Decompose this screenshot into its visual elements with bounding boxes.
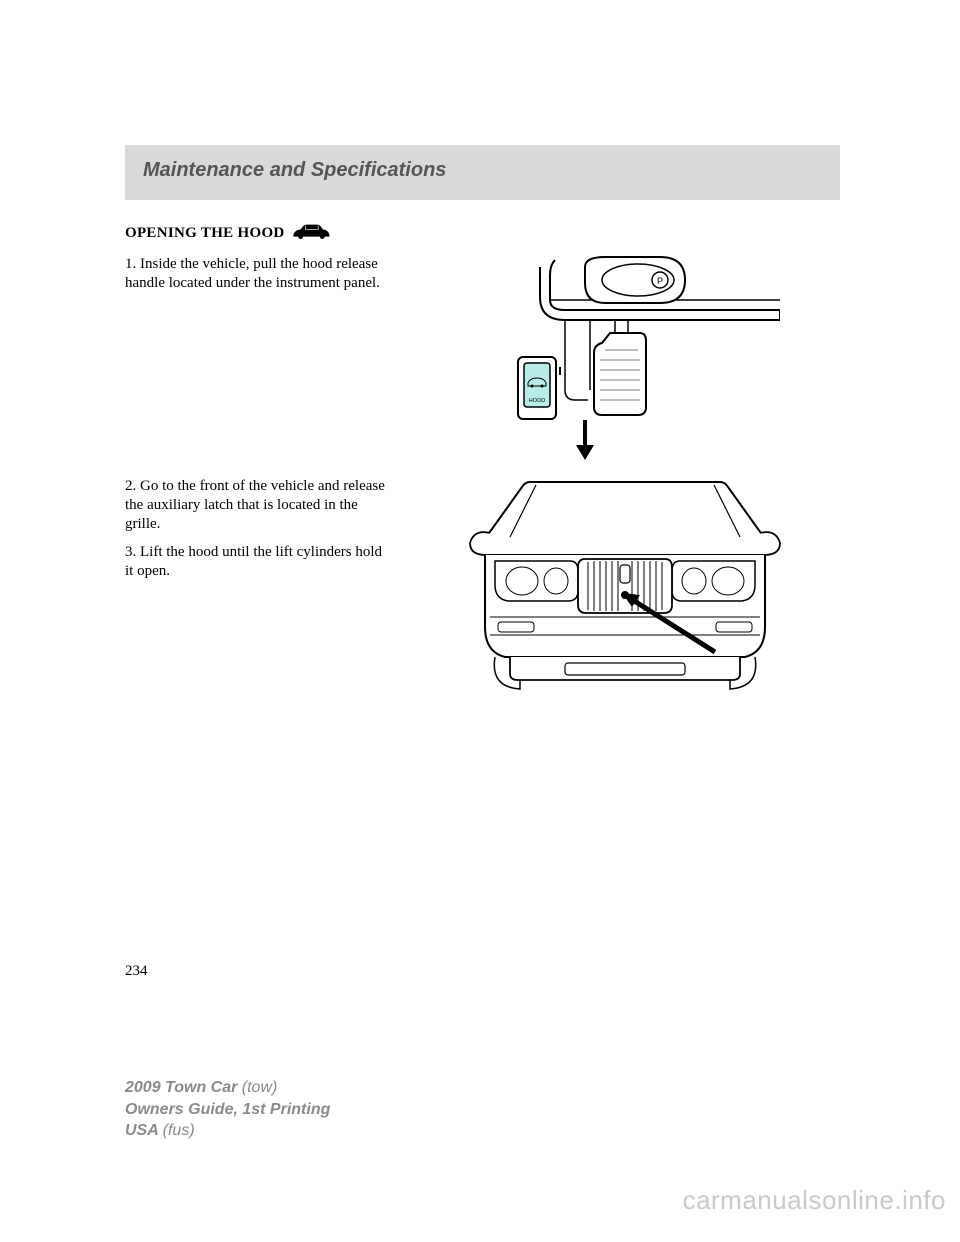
header-bar: Maintenance and Specifications (125, 145, 840, 200)
step-1-illustration: P HOOD (410, 255, 840, 465)
step-2-3-text-col: 2. Go to the front of the vehicle and re… (125, 477, 390, 591)
watermark: carmanualsonline.info (683, 1185, 946, 1216)
step-2-text: 2. Go to the front of the vehicle and re… (125, 477, 390, 533)
section-title: OPENING THE HOOD (125, 225, 285, 242)
footer-country: USA (125, 1122, 163, 1139)
page-number: 234 (125, 963, 148, 980)
svg-text:P: P (657, 276, 663, 286)
manual-page: Maintenance and Specifications OPENING T… (0, 0, 960, 1242)
step-3-text: 3. Lift the hood until the lift cylinder… (125, 543, 390, 581)
footer-code-2: (fus) (163, 1122, 195, 1139)
step-1-text: 1. Inside the vehicle, pull the hood rel… (125, 255, 390, 293)
footer-model: 2009 Town Car (125, 1079, 242, 1096)
section-title-row: OPENING THE HOOD (125, 222, 840, 245)
footer-line-1: 2009 Town Car (tow) (125, 1077, 330, 1099)
car-icon (291, 222, 331, 245)
footer: 2009 Town Car (tow) Owners Guide, 1st Pr… (125, 1077, 330, 1142)
step-2-illustration (410, 477, 840, 702)
footer-line-3: USA (fus) (125, 1120, 330, 1142)
hood-label: HOOD (529, 398, 546, 404)
section-header: Maintenance and Specifications (143, 159, 822, 182)
step-1-row: 1. Inside the vehicle, pull the hood rel… (125, 255, 840, 465)
footer-code-1: (tow) (242, 1079, 278, 1096)
step-1-text-col: 1. Inside the vehicle, pull the hood rel… (125, 255, 390, 303)
footer-line-2: Owners Guide, 1st Printing (125, 1099, 330, 1121)
step-2-row: 2. Go to the front of the vehicle and re… (125, 477, 840, 702)
